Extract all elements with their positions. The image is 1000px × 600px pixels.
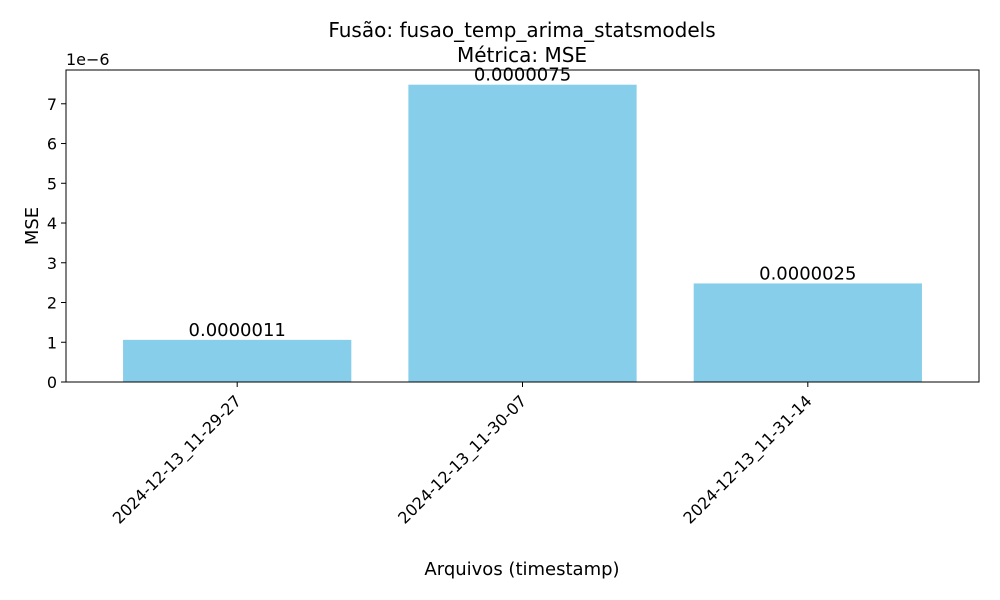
x-tick-label: 2024-12-13_11-30-07 <box>394 391 531 528</box>
y-axis-label: MSE <box>22 207 43 245</box>
y-offset-label: 1e−6 <box>66 50 110 69</box>
y-tick-label: 2 <box>47 294 57 313</box>
x-tick-label: 2024-12-13_11-29-27 <box>109 391 246 528</box>
bar <box>693 283 922 382</box>
x-axis-label: Arquivos (timestamp) <box>424 559 619 580</box>
data-label: 0.0000011 <box>189 320 286 341</box>
plot-frame <box>65 69 980 383</box>
y-tick-label: 7 <box>47 95 57 114</box>
y-tick-label: 1 <box>47 333 57 352</box>
bar <box>123 339 352 382</box>
x-tick-label: 2024-12-13_11-31-14 <box>679 391 816 528</box>
y-tick-label: 3 <box>47 254 57 273</box>
plot-area: 0.00000112024-12-13_11-29-270.0000075202… <box>47 65 922 528</box>
bar <box>408 84 637 383</box>
data-label: 0.0000025 <box>759 263 856 284</box>
y-tick-label: 6 <box>47 135 57 154</box>
data-label: 0.0000075 <box>474 65 571 86</box>
y-tick-label: 4 <box>47 214 57 233</box>
chart-title-line2: Métrica: MSE <box>457 43 587 67</box>
y-tick-label: 0 <box>47 373 57 392</box>
y-tick-label: 5 <box>47 174 57 193</box>
chart-title-line1: Fusão: fusao_temp_arima_statsmodels <box>328 18 715 42</box>
